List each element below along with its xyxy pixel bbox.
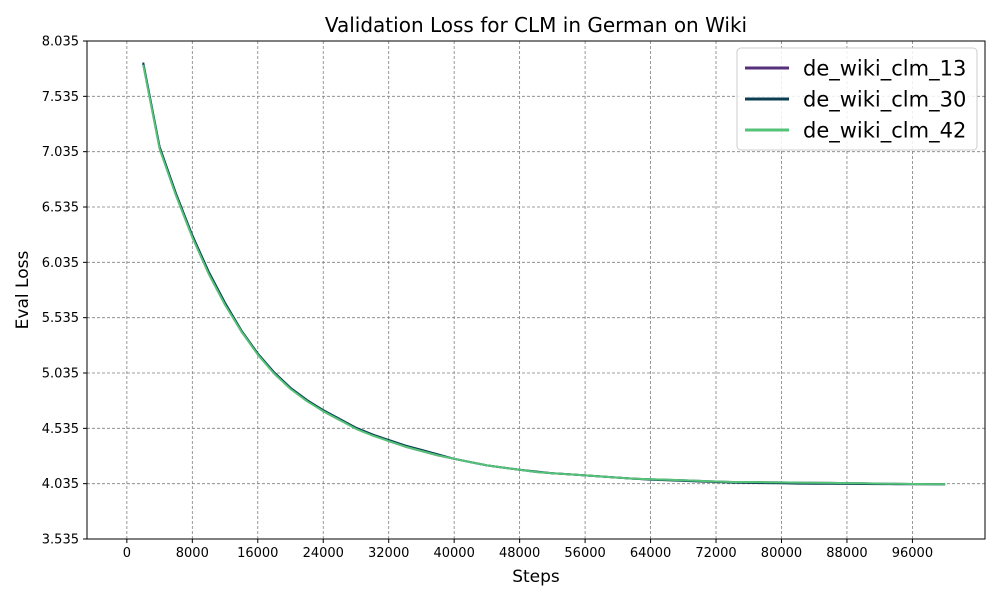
series-line-de_wiki_clm_42 <box>142 64 946 486</box>
grid <box>87 40 985 540</box>
y-tick-label: 6.035 <box>42 256 79 271</box>
x-tick-label: 32000 <box>368 546 409 561</box>
x-tick-label: 96000 <box>892 546 933 561</box>
y-tick-label: 5.535 <box>42 311 79 326</box>
x-tick-label: 0 <box>123 546 131 561</box>
x-tick-label: 48000 <box>499 546 540 561</box>
x-tick-label: 80000 <box>761 546 802 561</box>
legend-box <box>736 47 978 151</box>
legend-label: de_wiki_clm_42 <box>803 119 966 144</box>
x-tick-label: 56000 <box>564 546 605 561</box>
y-tick-label: 5.035 <box>42 367 79 382</box>
x-tick-label: 24000 <box>303 546 344 561</box>
y-axis-label: Eval Loss <box>13 251 33 330</box>
legend-label: de_wiki_clm_13 <box>803 57 966 82</box>
legend: de_wiki_clm_13 de_wiki_clm_30 de_wiki_clm_… <box>736 47 978 151</box>
y-tick-label: 6.535 <box>42 201 79 216</box>
x-axis-label: Steps <box>512 567 560 587</box>
legend-label: de_wiki_clm_30 <box>803 88 966 113</box>
y-tick-label: 7.035 <box>42 145 79 160</box>
y-tick-label: 3.535 <box>42 533 79 548</box>
y-axis-ticks: 3.535 4.035 4.535 5.035 5.535 6.035 6.535 7.035… <box>42 35 87 548</box>
x-tick-label: 40000 <box>433 546 474 561</box>
x-tick-label: 88000 <box>826 546 867 561</box>
y-tick-label: 8.035 <box>42 35 79 50</box>
y-tick-label: 4.035 <box>42 477 79 492</box>
x-tick-label: 8000 <box>176 546 209 561</box>
x-tick-label: 72000 <box>695 546 736 561</box>
series-lines <box>142 62 946 486</box>
x-tick-label: 64000 <box>630 546 671 561</box>
x-tick-label: 16000 <box>237 546 278 561</box>
chart-title: Validation Loss for CLM in German on Wik… <box>325 13 747 37</box>
y-tick-label: 7.535 <box>42 90 79 105</box>
y-tick-label: 4.535 <box>42 422 79 437</box>
plot-frame <box>86 40 986 540</box>
x-axis-ticks: 0 8000 16000 24000 32000 40000 48000 56000 64000… <box>123 539 933 561</box>
